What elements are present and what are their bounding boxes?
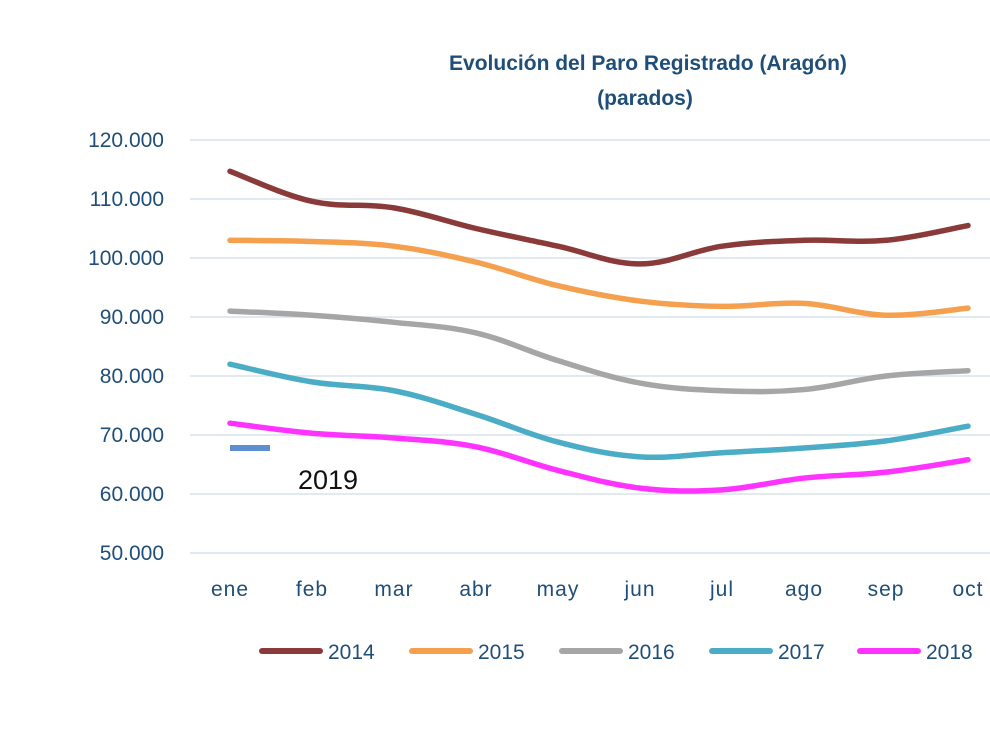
y-tick-label: 80.000 [100, 365, 164, 388]
x-tick-label: ene [211, 578, 249, 601]
x-tick-label: mar [374, 578, 413, 601]
series-line-2018 [227, 420, 971, 494]
legend-label-2015: 2015 [478, 641, 525, 664]
y-tick-label: 50.000 [100, 542, 164, 565]
x-tick-label: sep [868, 578, 905, 601]
series-line-2015 [227, 237, 971, 319]
x-tick-label: oct [952, 578, 983, 601]
legend: 2014 2015 2016 2017 2018 [259, 641, 973, 664]
series-line-2017 [227, 361, 971, 461]
x-tick-label: may [537, 578, 580, 601]
legend-label-2017: 2017 [778, 641, 825, 664]
y-tick-label: 60.000 [100, 483, 164, 506]
x-tick-label: feb [296, 578, 328, 601]
legend-label-2016: 2016 [628, 641, 675, 664]
y-tick-label: 110.000 [90, 188, 164, 211]
legend-label-2014: 2014 [328, 641, 375, 664]
x-tick-label: ago [785, 578, 823, 601]
y-tick-label: 90.000 [100, 306, 164, 329]
x-tick-label: jun [623, 578, 655, 601]
chart-title-line1: Evolución del Paro Registrado (Aragón) [449, 52, 847, 75]
y-tick-label: 70.000 [100, 424, 164, 447]
y-tick-label: 120.000 [88, 129, 164, 152]
x-tick-label: jul [709, 578, 734, 601]
y-axis: 50.000 60.000 70.000 80.000 90.000 100.000 110… [88, 129, 164, 565]
series-line-2016 [227, 308, 971, 395]
series-lines [227, 168, 971, 494]
x-tick-label: abr [459, 578, 492, 601]
series-line-2014 [227, 168, 971, 267]
chart-title-line2: (parados) [597, 87, 693, 110]
series-2019: 2019 [230, 444, 358, 495]
x-axis: ene feb mar abr may jun jul ago sep oct [211, 578, 983, 601]
series-2019-label: 2019 [298, 465, 358, 495]
legend-label-2018: 2018 [926, 641, 973, 664]
y-tick-label: 100.000 [88, 247, 164, 270]
